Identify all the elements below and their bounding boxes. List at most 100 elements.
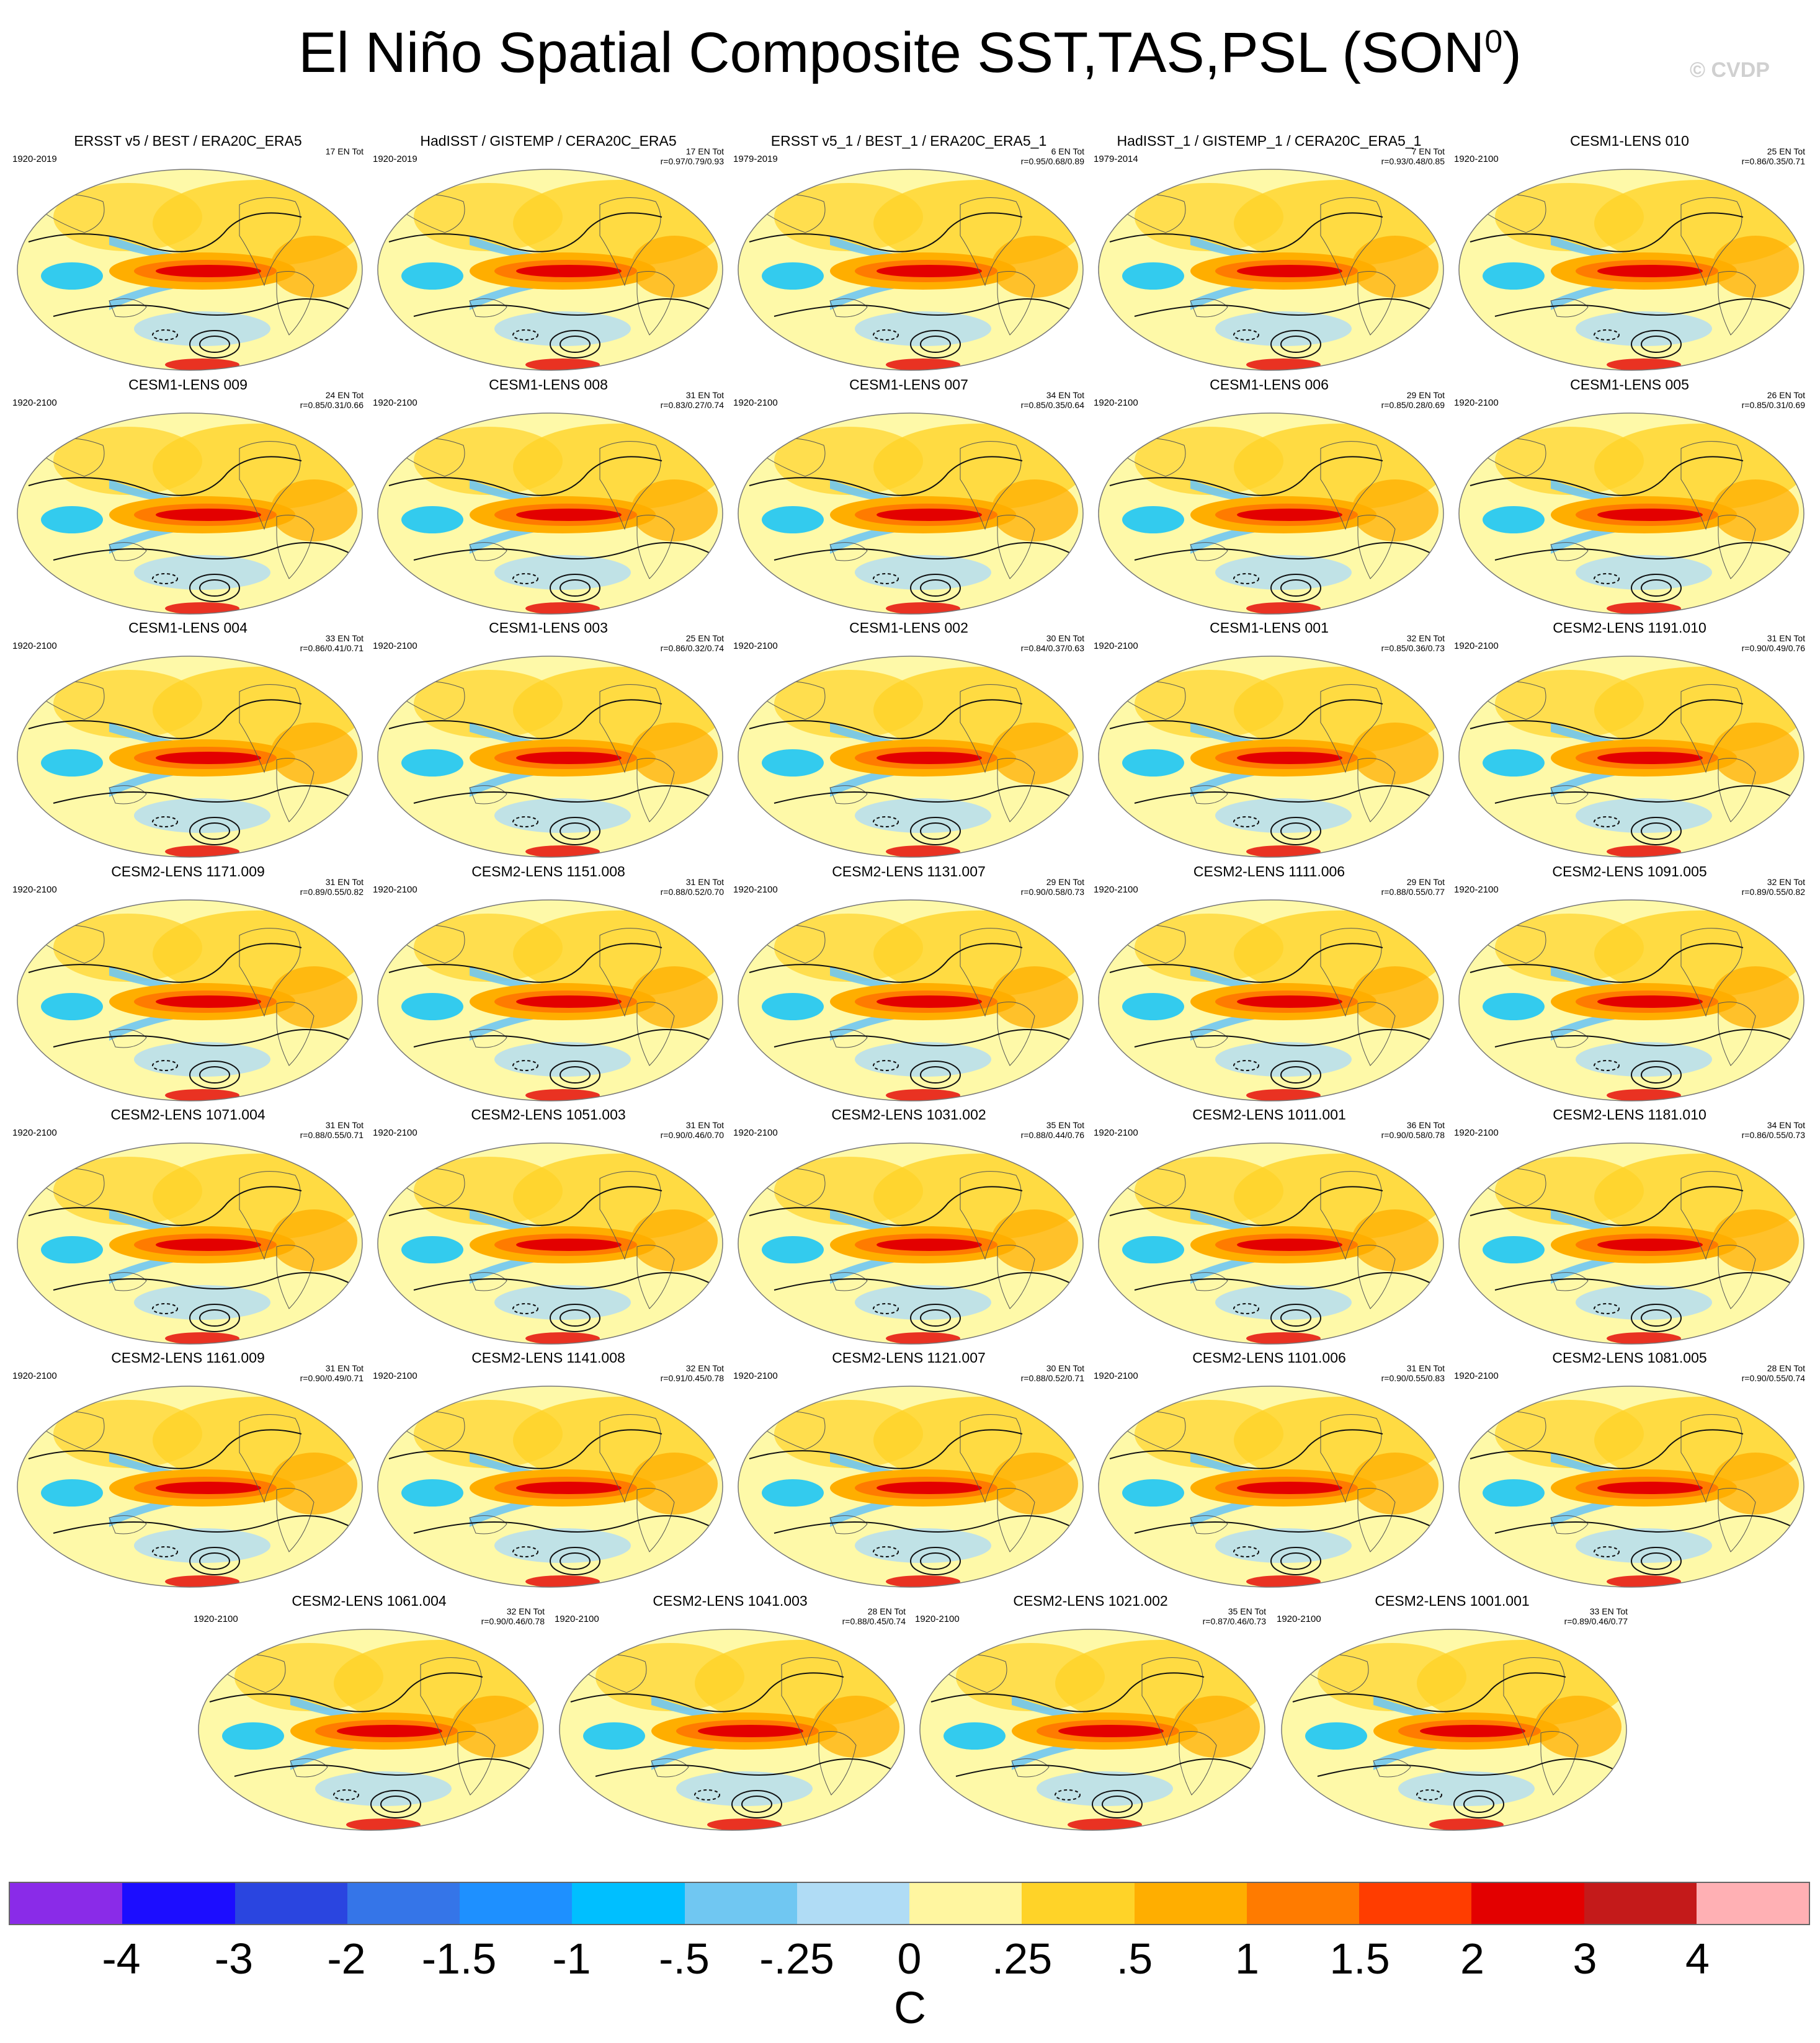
- anomaly-map: [17, 412, 363, 615]
- panel-pattern-correlation: r=0.85/0.31/0.69: [1741, 400, 1805, 410]
- anomaly-map: [17, 1386, 363, 1588]
- panel-event-count: 25 EN Tot r=0.86/0.35/0.71: [1742, 146, 1805, 166]
- panel-years: 1920-2100: [1454, 884, 1499, 895]
- panel-title: CESM2-LENS 1151.008: [471, 863, 625, 879]
- panel-years: 1920-2100: [12, 641, 57, 651]
- panel-event-count: 32 EN Tot r=0.91/0.45/0.78: [661, 1363, 724, 1383]
- panel-count-label: 31 EN Tot: [1767, 633, 1805, 643]
- main-title: El Niño Spatial Composite SST,TAS,PSL (S…: [298, 21, 1522, 84]
- colorbar-tick-label: .5: [1116, 1934, 1153, 1983]
- anomaly-map: [738, 1386, 1084, 1588]
- colorbar-tick-label: 1.5: [1329, 1934, 1390, 1983]
- panel-years: 1920-2100: [12, 1128, 57, 1138]
- panel-years: 1920-2100: [555, 1614, 599, 1624]
- colorbar: [9, 1882, 1810, 1925]
- anomaly-map: [1458, 1386, 1804, 1588]
- panel-title: HadISST_1 / GISTEMP_1 / CERA20C_ERA5_1: [1117, 133, 1422, 149]
- anomaly-map: [377, 412, 723, 615]
- panel-pattern-correlation: r=0.90/0.55/0.74: [1741, 1373, 1805, 1383]
- colorbar-tick-label: -4: [102, 1934, 141, 1983]
- colorbar-tick-label: 3: [1572, 1934, 1597, 1983]
- panel-pattern-correlation: r=0.89/0.46/0.77: [1564, 1616, 1628, 1626]
- anomaly-map: [17, 169, 363, 371]
- colorbar-swatch: [347, 1883, 460, 1924]
- map-panel: CESM1-LENS 009 1920-2100 24 EN Tot r=0.85/0…: [10, 376, 366, 625]
- map-panel: CESM2-LENS 1151.008 1920-2100 31 EN Tot r=0…: [370, 863, 726, 1111]
- map-panel: CESM2-LENS 1001.001 1920-2100 33 EN Tot r=0…: [1274, 1593, 1630, 1841]
- map-panel: CESM2-LENS 1021.002 1920-2100 35 EN Tot r=0…: [912, 1593, 1269, 1841]
- panel-count-label: 25 EN Tot: [685, 633, 724, 643]
- panel-title: CESM2-LENS 1171.009: [111, 863, 265, 879]
- panel-event-count: 32 EN Tot r=0.89/0.55/0.82: [1742, 877, 1805, 897]
- panel-years: 1920-2100: [1094, 1128, 1138, 1138]
- panel-event-count: 25 EN Tot r=0.86/0.32/0.74: [661, 633, 724, 653]
- colorbar-swatch: [460, 1883, 573, 1924]
- anomaly-map: [919, 1629, 1265, 1831]
- panel-title: CESM2-LENS 1041.003: [653, 1593, 808, 1609]
- panel-years: 1920-2100: [1094, 641, 1138, 651]
- panel-years: 1920-2100: [12, 398, 57, 408]
- anomaly-map: [559, 1629, 905, 1831]
- panel-years: 1920-2100: [1277, 1614, 1321, 1624]
- colorbar-swatch: [1359, 1883, 1472, 1924]
- panel-years: 1920-2100: [1094, 1371, 1138, 1381]
- colorbar-swatch: [1584, 1883, 1697, 1924]
- anomaly-map: [1458, 656, 1804, 858]
- anomaly-map: [1098, 1386, 1444, 1588]
- panel-event-count: 31 EN Tot r=0.89/0.55/0.82: [300, 877, 364, 897]
- map-panel: CESM1-LENS 006 1920-2100 29 EN Tot r=0.85/0…: [1091, 376, 1447, 625]
- panel-years: 1920-2100: [373, 398, 417, 408]
- map-panel: CESM1-LENS 002 1920-2100 30 EN Tot r=0.84/0…: [731, 620, 1087, 868]
- panel-pattern-correlation: r=0.97/0.79/0.93: [660, 156, 724, 166]
- panel-years: 1920-2100: [733, 1128, 778, 1138]
- panel-pattern-correlation: r=0.83/0.27/0.74: [660, 400, 724, 410]
- panel-pattern-correlation: r=0.86/0.32/0.74: [660, 643, 724, 653]
- panel-count-label: 31 EN Tot: [685, 877, 724, 887]
- watermark: © CVDP: [1690, 58, 1770, 82]
- panel-pattern-correlation: r=0.85/0.36/0.73: [1381, 643, 1445, 653]
- panel-title: CESM1-LENS 001: [1210, 620, 1329, 636]
- panel-count-label: 32 EN Tot: [1767, 877, 1805, 887]
- panel-pattern-correlation: r=0.86/0.41/0.71: [300, 643, 364, 653]
- map-panel: CESM2-LENS 1031.002 1920-2100 35 EN Tot r=0…: [731, 1106, 1087, 1355]
- panel-count-label: 32 EN Tot: [1406, 633, 1445, 643]
- panel-count-label: 29 EN Tot: [1406, 390, 1445, 400]
- colorbar-tick-label: 1: [1235, 1934, 1259, 1983]
- panel-years: 1920-2100: [373, 1371, 417, 1381]
- panel-title: CESM1-LENS 004: [128, 620, 248, 636]
- panel-event-count: 34 EN Tot r=0.85/0.35/0.64: [1021, 390, 1084, 410]
- panel-title: ERSST v5 / BEST / ERA20C_ERA5: [74, 133, 302, 149]
- panel-title: HadISST / GISTEMP / CERA20C_ERA5: [420, 133, 677, 149]
- panel-title: ERSST v5_1 / BEST_1 / ERA20C_ERA5_1: [770, 133, 1047, 149]
- anomaly-map: [17, 656, 363, 858]
- panel-count-label: 25 EN Tot: [1767, 146, 1805, 156]
- map-panel: CESM2-LENS 1101.006 1920-2100 31 EN Tot r=0…: [1091, 1350, 1447, 1598]
- panel-pattern-correlation: r=0.86/0.35/0.71: [1741, 156, 1805, 166]
- colorbar-swatch: [909, 1883, 1022, 1924]
- panel-count-label: 6 EN Tot: [1051, 146, 1084, 156]
- colorbar-swatch: [234, 1883, 347, 1924]
- anomaly-map: [377, 169, 723, 371]
- map-panel: ERSST v5 / BEST / ERA20C_ERA5 1920-2019 17…: [10, 133, 366, 381]
- panel-title: CESM1-LENS 008: [489, 376, 608, 393]
- panel-count-label: 31 EN Tot: [685, 390, 724, 400]
- map-panel: HadISST_1 / GISTEMP_1 / CERA20C_ERA5_1 19…: [1091, 133, 1447, 381]
- panel-pattern-correlation: r=0.88/0.52/0.71: [1020, 1373, 1084, 1383]
- map-panel: CESM2-LENS 1171.009 1920-2100 31 EN Tot r=0…: [10, 863, 366, 1111]
- panel-event-count: 28 EN Tot r=0.90/0.55/0.74: [1742, 1363, 1805, 1383]
- panel-years: 1920-2100: [733, 1371, 778, 1381]
- anomaly-map: [377, 656, 723, 858]
- panel-count-label: 35 EN Tot: [1046, 1120, 1084, 1130]
- panel-title: CESM2-LENS 1101.006: [1192, 1350, 1346, 1366]
- map-panel: CESM1-LENS 007 1920-2100 34 EN Tot r=0.85/0…: [731, 376, 1087, 625]
- panel-pattern-correlation: r=0.90/0.49/0.76: [1741, 643, 1805, 653]
- panel-event-count: 28 EN Tot r=0.88/0.45/0.74: [842, 1606, 906, 1626]
- panel-title: CESM1-LENS 007: [849, 376, 968, 393]
- anomaly-map: [1098, 899, 1444, 1102]
- panel-event-count: 29 EN Tot r=0.88/0.55/0.77: [1381, 877, 1445, 897]
- map-panel: CESM2-LENS 1091.005 1920-2100 32 EN Tot r=0…: [1452, 863, 1808, 1111]
- anomaly-map: [377, 1142, 723, 1345]
- panel-pattern-correlation: r=0.89/0.55/0.82: [300, 887, 364, 897]
- anomaly-map: [377, 1386, 723, 1588]
- colorbar-units: C: [894, 1983, 926, 2033]
